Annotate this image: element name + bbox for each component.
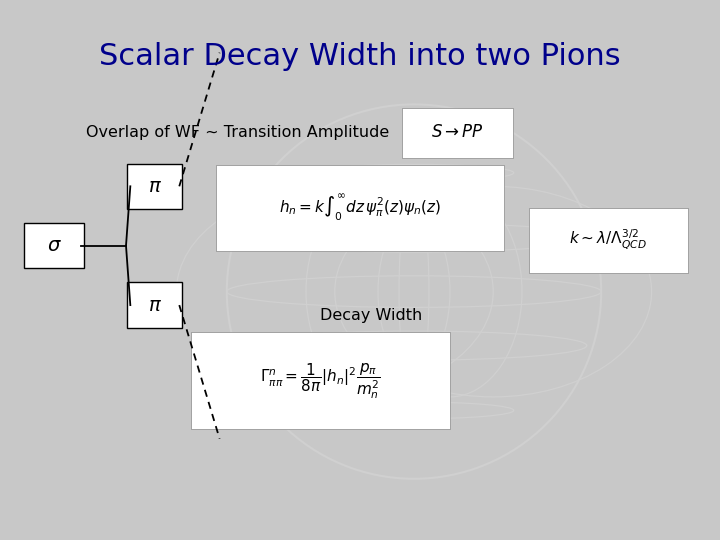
FancyBboxPatch shape xyxy=(127,164,182,209)
FancyBboxPatch shape xyxy=(529,208,688,273)
Text: Overlap of WF ~ Transition Amplitude: Overlap of WF ~ Transition Amplitude xyxy=(86,125,390,140)
Text: Decay Width: Decay Width xyxy=(320,308,423,323)
Text: Scalar Decay Width into two Pions: Scalar Decay Width into two Pions xyxy=(99,42,621,71)
FancyBboxPatch shape xyxy=(216,165,504,251)
Text: $h_n = k\int_0^{\infty} dz\, \psi_{\pi}^2(z)\psi_n(z)$: $h_n = k\int_0^{\infty} dz\, \psi_{\pi}^… xyxy=(279,192,441,224)
Text: $\sigma$: $\sigma$ xyxy=(47,236,61,255)
Text: $\pi$: $\pi$ xyxy=(148,295,162,315)
Text: $k \sim \lambda/\Lambda_{QCD}^{3/2}$: $k \sim \lambda/\Lambda_{QCD}^{3/2}$ xyxy=(570,228,647,252)
Text: $S \rightarrow PP$: $S \rightarrow PP$ xyxy=(431,123,484,141)
FancyBboxPatch shape xyxy=(402,108,513,158)
FancyBboxPatch shape xyxy=(191,332,450,429)
FancyBboxPatch shape xyxy=(127,282,182,328)
Text: $\pi$: $\pi$ xyxy=(148,177,162,196)
Text: $\Gamma_{\pi\pi}^n = \dfrac{1}{8\pi}|h_n|^2 \dfrac{p_{\pi}}{m_n^2}$: $\Gamma_{\pi\pi}^n = \dfrac{1}{8\pi}|h_n… xyxy=(260,361,381,401)
FancyBboxPatch shape xyxy=(24,223,84,268)
